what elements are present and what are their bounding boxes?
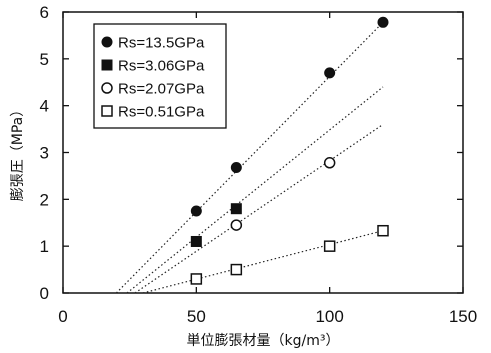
data-point: [230, 219, 243, 231]
trendline: [115, 21, 384, 294]
trendlines: [115, 21, 384, 294]
data-point: [323, 157, 336, 169]
y-tick-label: 1: [40, 237, 49, 256]
legend-label: Rs=0.51GPa: [118, 104, 205, 121]
trendline: [142, 230, 384, 294]
x-tick-label: 0: [58, 307, 67, 326]
axis-ticks: 0 1 2 3 4 5 6 0 50 100 150: [40, 3, 478, 326]
data-point: [324, 67, 336, 79]
data-point: [377, 224, 389, 237]
legend-marker: [101, 36, 113, 48]
legend-items: Rs=13.5GPa Rs=3.06GPa Rs=2.07GPa Rs=0.51GPa: [101, 35, 205, 121]
x-tick-label: 100: [315, 307, 343, 326]
data-point: [230, 203, 242, 215]
y-axis-title: 膨張圧（MPa）: [9, 103, 26, 201]
legend-marker: [101, 105, 113, 117]
legend-label: Rs=3.06GPa: [118, 58, 205, 75]
legend-marker: [101, 59, 113, 71]
data-point: [230, 263, 243, 276]
data-point: [190, 205, 202, 217]
data-point: [377, 16, 389, 28]
x-tick-label: 50: [187, 307, 206, 326]
legend-marker: [101, 82, 113, 94]
x-tick-label: 150: [449, 307, 477, 326]
legend-box: [93, 23, 227, 129]
data-points: [190, 16, 389, 285]
data-point: [323, 240, 336, 252]
legend-label: Rs=13.5GPa: [118, 35, 205, 52]
data-point: [230, 161, 242, 173]
data-point: [190, 235, 202, 247]
y-tick-label: 3: [40, 144, 49, 163]
legend-label: Rs=2.07GPa: [118, 81, 205, 98]
data-point: [190, 273, 203, 285]
y-tick-label: 2: [40, 190, 49, 209]
y-tick-label: 6: [40, 3, 49, 22]
trendline: [126, 86, 384, 294]
y-tick-label: 0: [40, 284, 49, 303]
y-tick-label: 4: [40, 97, 49, 116]
legend: Rs=13.5GPa Rs=3.06GPa Rs=2.07GPa Rs=0.51GPa: [93, 23, 227, 129]
y-tick-label: 5: [40, 50, 49, 69]
x-axis-title: 単位膨張材量（kg/m³）: [187, 332, 340, 349]
trendline: [134, 123, 384, 294]
